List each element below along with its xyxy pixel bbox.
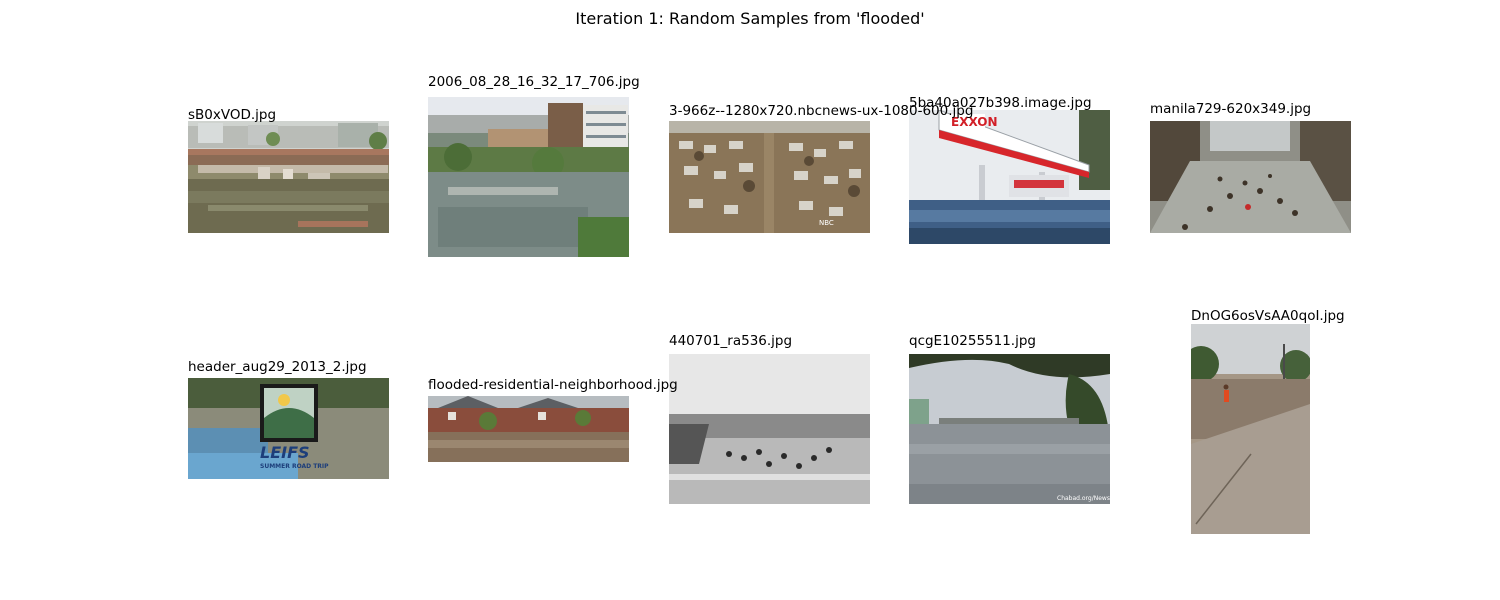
flood-photo-flooded-lot: Chabad.org/News (909, 354, 1110, 504)
flood-photo-historic-beach (669, 354, 870, 504)
sample-title: 5ba40a027b398.image.jpg (909, 95, 1092, 111)
figure-title: Iteration 1: Random Samples from 'floode… (575, 9, 925, 28)
flood-photo-aerial-neighborhood: NBC (669, 121, 870, 233)
sample-title: 3-966z--1280x720.nbcnews-ux-1080-600.jpg (669, 103, 974, 119)
flood-photo-aerial-buildings (428, 97, 629, 257)
sample-title: 440701_ra536.jpg (669, 333, 793, 349)
sample-title: qcgE10255511.jpg (909, 333, 1036, 349)
flood-photo-boat-banner: LEIFS SUMMER ROAD TRIP (188, 378, 389, 479)
chabad-watermark: Chabad.org/News (1057, 495, 1110, 502)
sample-title: flooded-residential-neighborhood.jpg (428, 377, 678, 393)
flood-photo-flooded-street (1150, 121, 1351, 233)
nbc-watermark: NBC (819, 219, 834, 227)
sample-title: header_aug29_2013_2.jpg (188, 359, 367, 375)
gas-station-sign: EXXON (951, 115, 998, 129)
sample-title: 2006_08_28_16_32_17_706.jpg (428, 74, 640, 90)
boat-banner-subtitle: SUMMER ROAD TRIP (260, 463, 329, 470)
sample-title: DnOG6osVsAA0qoI.jpg (1191, 308, 1345, 324)
flood-photo-flooded-road (1191, 324, 1310, 534)
flood-photo-residential (428, 396, 629, 462)
flood-photo-wall-debris (188, 121, 389, 233)
sample-title: manila729-620x349.jpg (1150, 101, 1312, 117)
flood-photo-gas-station: EXXON (909, 110, 1110, 244)
sample-title: sB0xVOD.jpg (188, 107, 277, 123)
boat-banner-title: LEIFS (260, 443, 310, 462)
